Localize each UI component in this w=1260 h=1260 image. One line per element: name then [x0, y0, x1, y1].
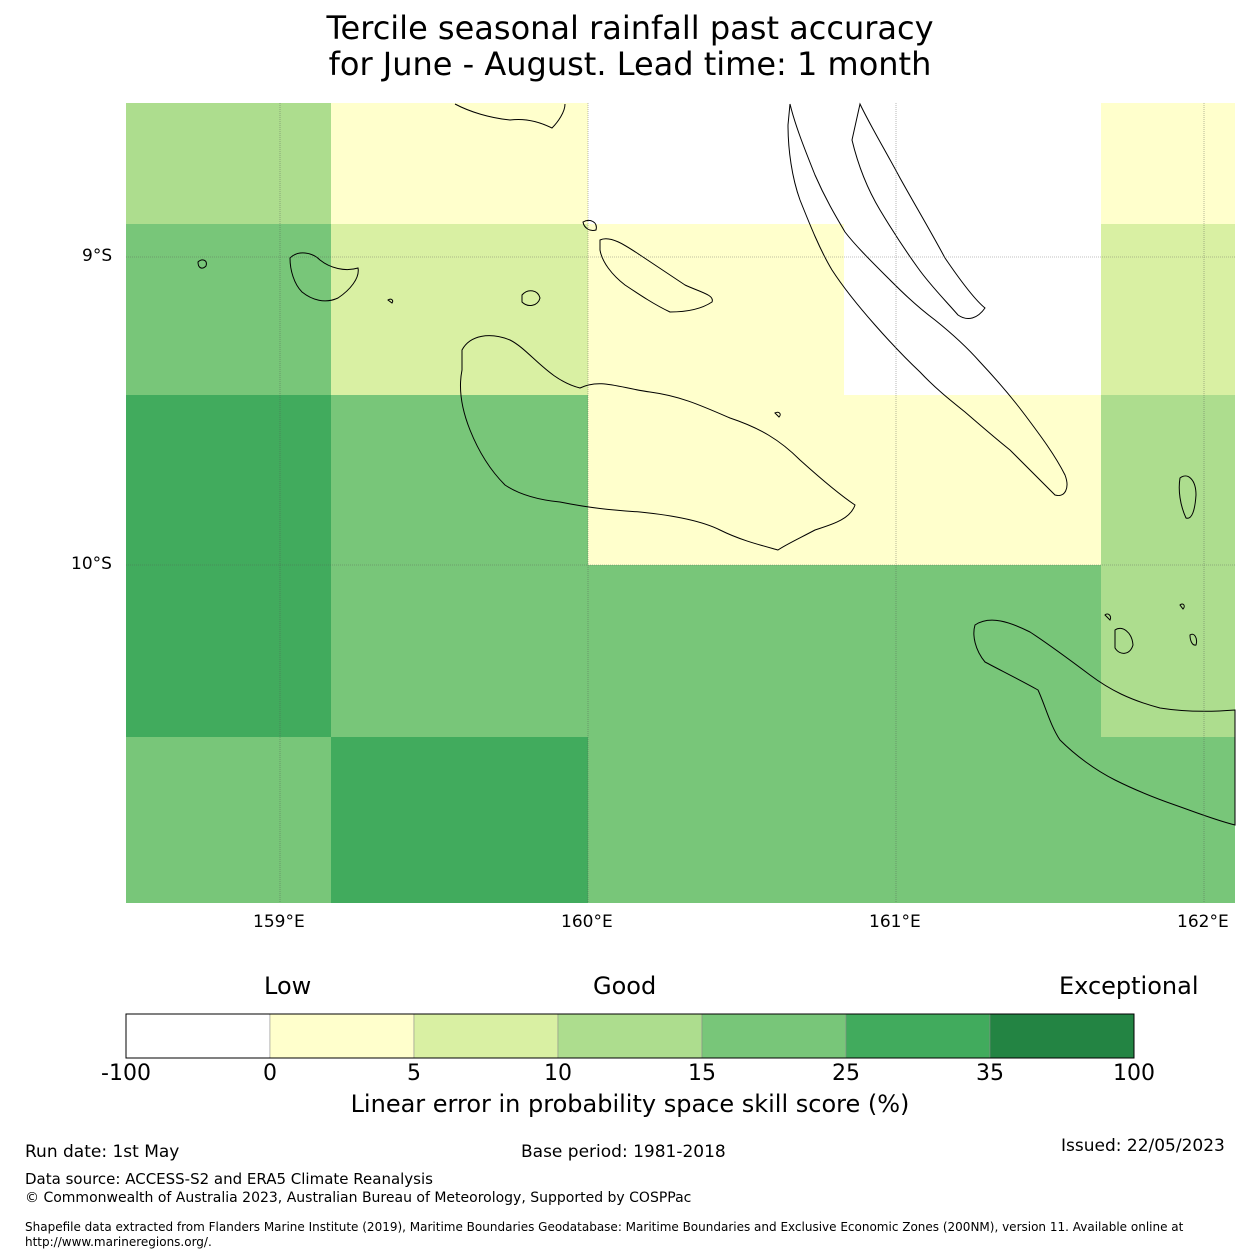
coastline-small-islet-2: [387, 298, 394, 304]
coastline-islet-7: [582, 219, 597, 231]
coastline-ngella-top: [454, 103, 566, 129]
grid-cell-r4-c2: [588, 737, 844, 903]
colorbar-tick-2: 5: [407, 1061, 421, 1086]
grid-cell-r4-c4: [1101, 737, 1235, 903]
chart-title-line2: for June - August. Lead time: 1 month: [328, 45, 932, 83]
colorbar-head-low: Low: [264, 972, 312, 1000]
coastline-russell-islands: [289, 252, 359, 302]
grid-cell-r3-c2: [588, 565, 844, 737]
grid-cell-r0-c3: [844, 103, 1101, 224]
grid-cell-r2-c0: [126, 395, 331, 565]
colorbar-segment-5: [845, 1013, 991, 1059]
grid-cell-r1-c3: [844, 224, 1101, 395]
chart-title-line1: Tercile seasonal rainfall past accuracy: [326, 9, 934, 47]
grid-cell-r1-c4: [1101, 224, 1235, 395]
grid-cell-r2-c1: [331, 395, 588, 565]
grid-cell-r1-c1: [331, 224, 588, 395]
graticule: [126, 103, 1235, 903]
lon-label-162e: 162°E: [1177, 912, 1229, 932]
colorbar-segment-1: [269, 1013, 415, 1059]
lon-label-160e: 160°E: [561, 912, 613, 932]
colorbar-tick-4: 15: [688, 1061, 716, 1086]
coastline-islet-6: [774, 411, 781, 418]
colorbar-segment-0: [125, 1013, 271, 1059]
coastline-florida-islands: [599, 238, 713, 313]
colorbar-label: Linear error in probability space skill …: [350, 1090, 910, 1118]
colorbar-tick-3: 10: [544, 1061, 572, 1086]
coastline-islet-4: [1179, 603, 1185, 610]
grid-cell-r2-c3: [844, 395, 1101, 565]
lon-label-159e: 159°E: [253, 912, 305, 932]
issued-date: Issued: 22/05/2023: [1061, 1136, 1225, 1156]
coastlines: [197, 102, 1236, 826]
colorbar-tick-0: -100: [101, 1061, 151, 1086]
colorbar-head-exceptional: Exceptional: [1059, 972, 1199, 1000]
coastline-guadalcanal: [459, 335, 856, 551]
grid-cell-r4-c0: [126, 737, 331, 903]
copyright: © Commonwealth of Australia 2023, Austra…: [25, 1190, 692, 1206]
colorbar-outline: [125, 1013, 1135, 1059]
grid-cell-r0-c4: [1101, 103, 1235, 224]
coastline-makira: [973, 619, 1236, 826]
grid-cell-r3-c0: [126, 565, 331, 737]
data-source: Data source: ACCESS-S2 and ERA5 Climate …: [25, 1170, 433, 1188]
coastline-islet-5: [1189, 633, 1197, 646]
grid-cell-r0-c0: [126, 103, 331, 224]
lon-label-161e: 161°E: [869, 912, 921, 932]
grid-cell-r1-c0: [126, 224, 331, 395]
run-date: Run date: 1st May: [25, 1142, 180, 1162]
grid-cell-r0-c1: [331, 103, 588, 224]
skill-grid: [126, 103, 1235, 903]
grid-cell-r1-c2: [588, 224, 844, 395]
colorbar-segment-6: [989, 1013, 1135, 1059]
lat-label-9s: 9°S: [82, 246, 113, 266]
coastline-malaita: [787, 103, 1068, 497]
coastline-savo: [521, 290, 541, 306]
shapefile-credit-line2: http://www.marineregions.org/.: [25, 1235, 212, 1249]
lat-label-10s: 10°S: [71, 554, 112, 574]
coastline-santa-ana: [1178, 475, 1197, 519]
colorbar-segment-2: [413, 1013, 559, 1059]
coastline-small-islet: [197, 259, 207, 269]
colorbar-tick-5: 25: [832, 1061, 860, 1086]
colorbar-tick-7: 100: [1113, 1061, 1155, 1086]
coastline-islet-3: [1104, 613, 1111, 621]
coastline-malaita-east: [851, 102, 986, 319]
colorbar-tick-1: 0: [263, 1061, 277, 1086]
shapefile-credit-line1: Shapefile data extracted from Flanders M…: [25, 1220, 1184, 1234]
coastline-ugi: [1114, 627, 1134, 654]
grid-cell-r3-c1: [331, 565, 588, 737]
grid-cell-r3-c4: [1101, 565, 1235, 737]
colorbar-segment-3: [557, 1013, 703, 1059]
grid-cell-r4-c3: [844, 737, 1101, 903]
colorbar-tick-6: 35: [976, 1061, 1004, 1086]
base-period: Base period: 1981-2018: [521, 1142, 726, 1162]
grid-cell-r2-c4: [1101, 395, 1235, 565]
grid-cell-r4-c1: [331, 737, 588, 903]
colorbar-segment-4: [701, 1013, 847, 1059]
colorbar-head-good: Good: [593, 972, 657, 1000]
